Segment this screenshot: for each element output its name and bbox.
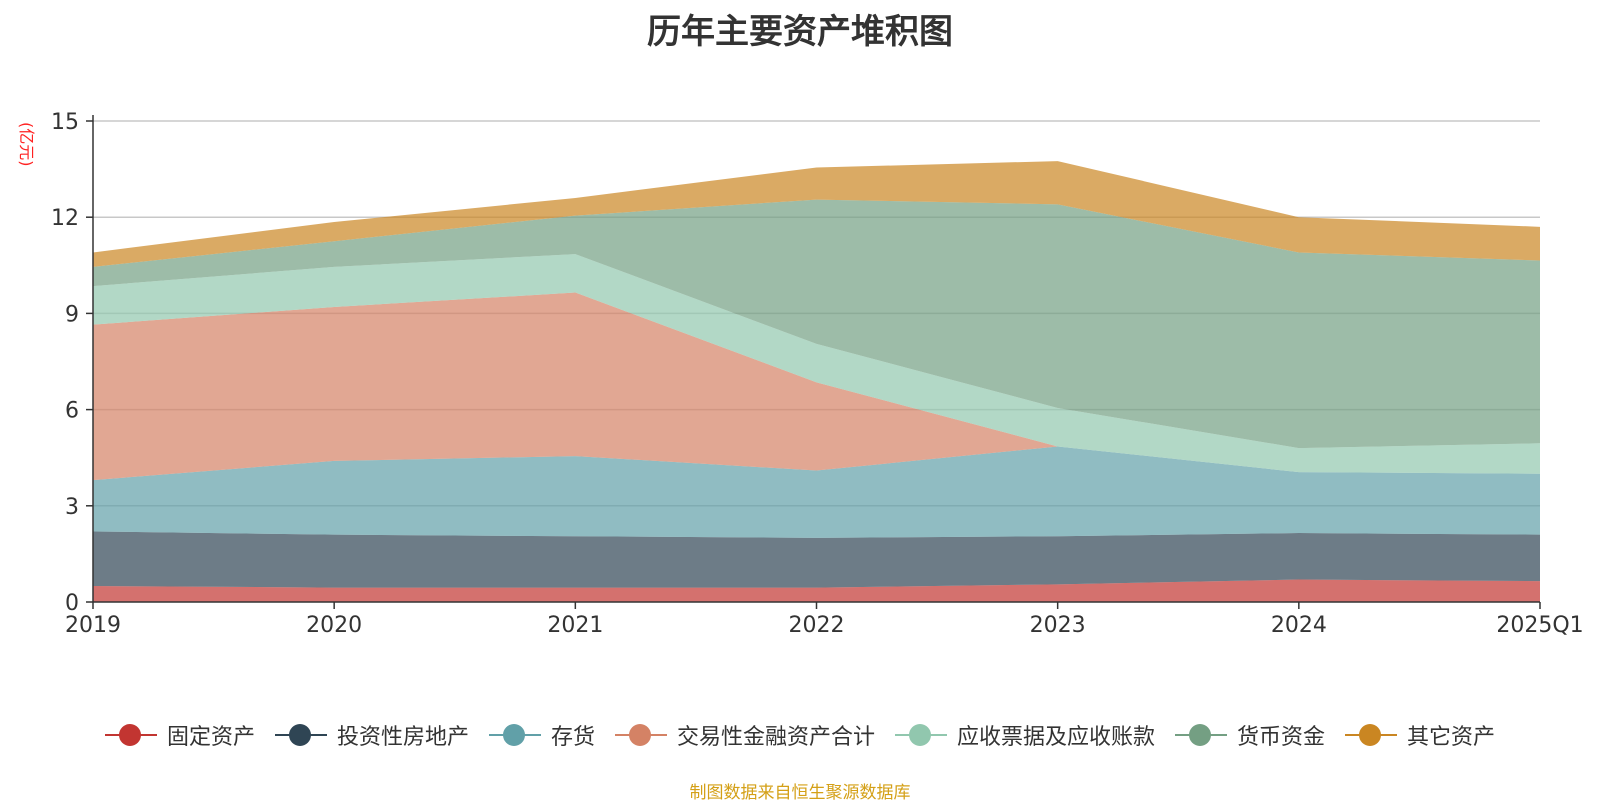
y-tick-label-9: 9 <box>65 302 79 327</box>
y-tick-label-6: 6 <box>65 399 79 424</box>
legend-marker <box>1175 723 1228 747</box>
legend-label: 固定资产 <box>166 725 255 750</box>
x-tick-label-6: 2025Q1 <box>1496 613 1583 638</box>
chart-title: 历年主要资产堆积图 <box>647 12 953 52</box>
y-tick-label-15: 15 <box>51 110 79 135</box>
x-tick-label-2: 2021 <box>547 613 603 638</box>
area-series-6 <box>93 161 1540 267</box>
legend-marker <box>488 723 541 747</box>
area-series-0 <box>93 579 1540 602</box>
legend-label: 存货 <box>550 725 595 750</box>
legend-item-2[interactable]: 存货 <box>488 719 595 751</box>
legend-label: 其它资产 <box>1407 725 1496 750</box>
legend-label: 货币资金 <box>1237 725 1326 750</box>
y-tick-label-12: 12 <box>51 206 79 231</box>
legend-label: 交易性金融资产合计 <box>676 725 875 750</box>
y-tick-label-3: 3 <box>65 495 79 520</box>
source-note: 制图数据来自恒生聚源数据库 <box>689 783 911 803</box>
area-series-4 <box>93 254 1540 474</box>
legend-item-6[interactable]: 其它资产 <box>1345 719 1495 751</box>
legend-marker <box>895 723 947 747</box>
legend-label: 应收票据及应收账款 <box>957 725 1156 750</box>
area-series-3 <box>93 292 1540 481</box>
axes: 0 3 6 9 12 15 2019 2020 2021 2022 2023 2024 2025Q1 <box>51 110 1584 638</box>
y-tick-label-0: 0 <box>65 591 79 616</box>
legend-marker <box>1345 723 1398 747</box>
area-series-1 <box>93 531 1540 588</box>
legend-marker <box>614 723 667 747</box>
area-series-5 <box>93 199 1540 449</box>
stacked-area-chart: 0 3 6 9 12 15 2019 2020 2021 2022 2023 2024 2025Q1 <box>51 110 1584 638</box>
legend-marker <box>104 723 157 747</box>
area-series <box>93 161 1540 602</box>
legend-item-4[interactable]: 应收票据及应收账款 <box>895 719 1155 751</box>
legend-item-0[interactable]: 固定资产 <box>104 719 255 751</box>
x-tick-label-0: 2019 <box>65 613 121 638</box>
legend-item-3[interactable]: 交易性金融资产合计 <box>614 719 875 751</box>
x-tick-label-3: 2022 <box>789 613 845 638</box>
legend-item-5[interactable]: 货币资金 <box>1175 719 1325 751</box>
x-tick-label-5: 2024 <box>1271 613 1327 638</box>
x-tick-label-1: 2020 <box>306 613 362 638</box>
area-series-2 <box>93 446 1540 538</box>
legend-item-1[interactable]: 投资性房地产 <box>274 719 469 751</box>
legend: 固定资产 投资性房地产 存货 交易性金融资产合计 应收票据及应收账款 货币资金 其它资产 <box>0 718 1600 752</box>
legend-marker <box>274 723 327 747</box>
legend-label: 投资性房地产 <box>336 725 469 750</box>
x-tick-label-4: 2023 <box>1030 613 1086 638</box>
